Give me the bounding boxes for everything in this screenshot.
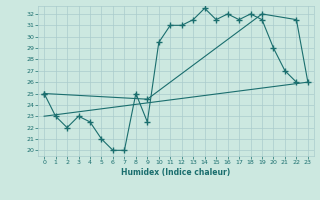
X-axis label: Humidex (Indice chaleur): Humidex (Indice chaleur) [121,168,231,177]
